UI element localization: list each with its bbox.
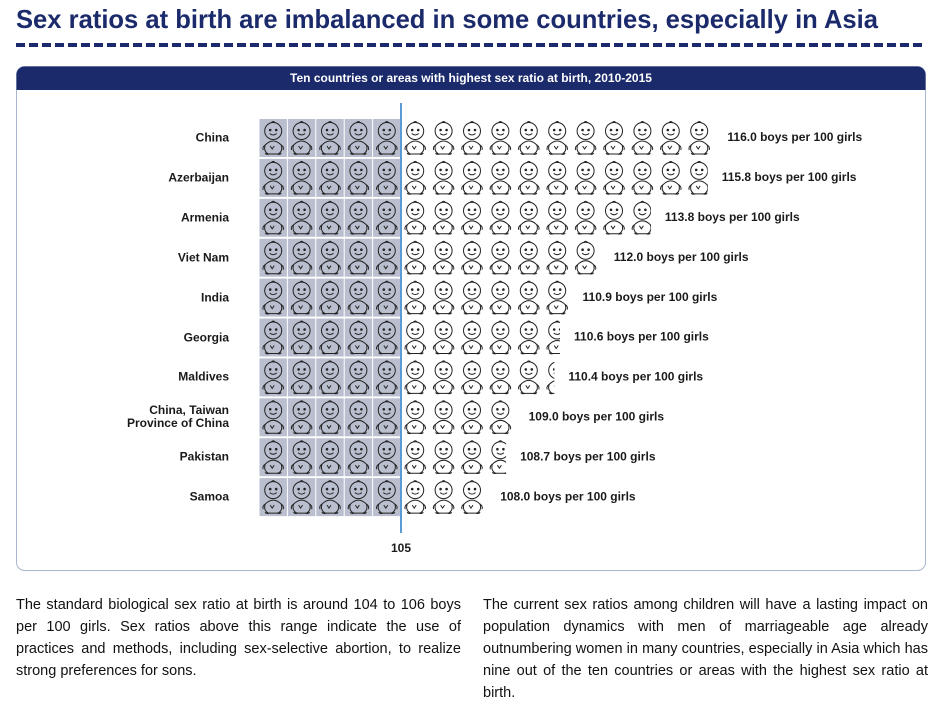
icon-cell xyxy=(316,119,344,157)
value-label: 112.0 boys per 100 girls xyxy=(614,250,749,264)
icon-cell xyxy=(373,119,401,157)
category-label: Georgia xyxy=(183,330,229,344)
icon-bar xyxy=(259,198,651,237)
icon-cell xyxy=(373,478,401,517)
icon-cell xyxy=(344,198,373,237)
icon-bar xyxy=(259,158,708,197)
icon-cell xyxy=(344,238,373,277)
icon-cell xyxy=(316,438,344,477)
category-label: India xyxy=(200,290,229,305)
icon-cell xyxy=(259,438,287,477)
category-label: China xyxy=(195,130,229,145)
value-label: 110.9 boys per 100 girls xyxy=(583,290,718,304)
text-right: The current sex ratios among children wi… xyxy=(483,597,928,701)
icon-cell xyxy=(373,278,401,317)
icon-cell xyxy=(373,238,401,277)
icon-cell xyxy=(259,318,287,357)
value-label: 113.8 boys per 100 girls xyxy=(665,210,800,224)
category-label: Viet Nam xyxy=(177,250,229,265)
icon-bar xyxy=(259,438,507,477)
icon-cell xyxy=(259,238,287,277)
icon-cell xyxy=(287,119,316,157)
value-label: 115.8 boys per 100 girls xyxy=(722,170,857,184)
icon-cell xyxy=(259,398,287,437)
category-label: Pakistan xyxy=(179,449,229,464)
value-label: 116.0 boys per 100 girls xyxy=(727,130,862,144)
icon-cell xyxy=(373,358,401,397)
icon-cell xyxy=(316,398,344,437)
icon-cell xyxy=(344,438,373,477)
icon-cell xyxy=(259,119,287,157)
icon-bar xyxy=(259,318,561,357)
icon-cell xyxy=(316,238,344,277)
category-label: Armenia xyxy=(180,210,229,225)
icon-cell xyxy=(344,398,373,437)
icon-cell xyxy=(259,198,287,237)
icon-cell xyxy=(259,358,287,397)
icon-cell xyxy=(316,318,344,357)
icon-cell xyxy=(287,398,316,437)
text-left: The standard biological sex ratio at bir… xyxy=(16,597,461,679)
value-label: 110.4 boys per 100 girls xyxy=(568,370,703,384)
value-label: 109.0 boys per 100 girls xyxy=(529,409,665,423)
icon-cell xyxy=(287,238,316,277)
category-label: Maldives xyxy=(178,369,229,384)
icon-cell xyxy=(373,318,401,357)
heading: Sex ratios at birth are imbalanced in so… xyxy=(16,4,879,34)
icon-cell xyxy=(344,358,373,397)
icon-cell xyxy=(287,278,316,317)
icon-cell xyxy=(287,158,316,197)
icon-cell xyxy=(373,398,401,437)
plot: 116.0 boys per 100 girls 115.8 boys per 1… xyxy=(259,103,862,555)
value-label: 108.0 boys per 100 girls xyxy=(500,489,636,503)
icon-cell xyxy=(287,318,316,357)
icon-cell xyxy=(259,158,287,197)
category-label: China, Taiwan Province of China xyxy=(126,403,229,431)
icon-cell xyxy=(373,198,401,237)
icon-cell xyxy=(316,198,344,237)
value-label: 110.6 boys per 100 girls xyxy=(574,330,709,344)
icon-cell xyxy=(316,358,344,397)
icon-cell xyxy=(344,318,373,357)
icon-cell xyxy=(287,478,316,517)
icon-cell xyxy=(373,438,401,477)
category-label: Azerbaijan xyxy=(168,170,229,185)
icon-cell xyxy=(316,478,344,517)
icon-cell xyxy=(316,158,344,197)
icon-cell xyxy=(344,278,373,317)
icon-bar xyxy=(259,278,568,317)
icon-cell xyxy=(287,358,316,397)
icon-bar xyxy=(259,398,512,437)
chart-header xyxy=(16,66,926,90)
icon-cell xyxy=(344,478,373,517)
value-label: 108.7 boys per 100 girls xyxy=(520,449,656,463)
x-tick-label: 105 xyxy=(391,541,411,555)
icon-cell xyxy=(316,278,344,317)
icon-bar xyxy=(259,119,710,157)
category-label: Samoa xyxy=(189,489,229,504)
icon-cell xyxy=(373,158,401,197)
icon-cell xyxy=(259,278,287,317)
icon-cell xyxy=(287,438,316,477)
icon-bar xyxy=(259,238,597,277)
icon-cell xyxy=(344,119,373,157)
icon-cell xyxy=(287,198,316,237)
chart-title: Ten countries or areas with highest sex … xyxy=(290,71,652,85)
icon-bar xyxy=(259,478,483,517)
icon-cell xyxy=(344,158,373,197)
icon-bar xyxy=(259,358,555,397)
icon-cell xyxy=(259,478,287,517)
